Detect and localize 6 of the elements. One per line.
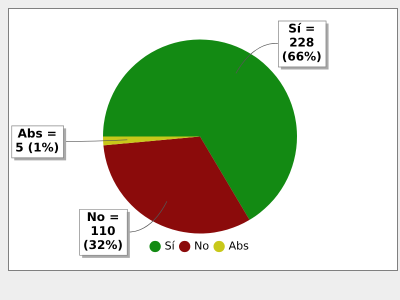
data-label: No = 110 (32%)	[83, 210, 123, 252]
data-label: Abs = 5 (1%)	[15, 126, 60, 155]
legend-label: No	[194, 239, 210, 252]
legend-label: Abs	[228, 239, 250, 252]
legend-label: Sí	[164, 239, 176, 252]
data-label: Sí = 228 (66%)	[282, 22, 322, 64]
